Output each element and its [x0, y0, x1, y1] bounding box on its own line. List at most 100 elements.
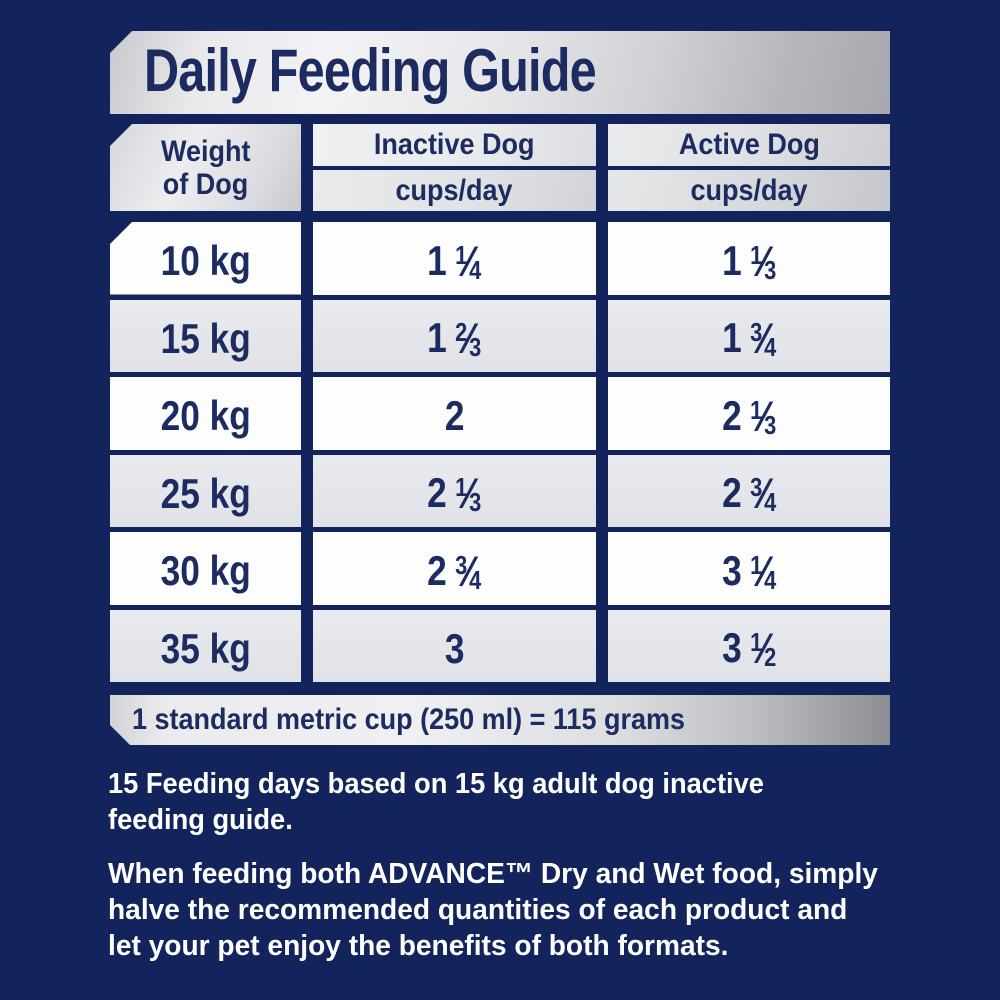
- fraction-numerator: 1: [749, 549, 763, 580]
- table-body: 10 kg 1 1⁄4 1 1⁄3 15 kg 1 2⁄3 1 3⁄4 20 kg 2 2 1⁄3 25 k…: [110, 222, 890, 682]
- fraction-numerator: 3: [749, 317, 763, 348]
- fraction: 1⁄2: [749, 624, 777, 674]
- fraction: 3⁄4: [749, 469, 777, 519]
- cups-value: 2: [444, 392, 465, 440]
- cups-value: 1 1⁄3: [721, 236, 777, 286]
- fraction-denominator: 4: [469, 254, 482, 285]
- header-cell-active: Active Dog: [608, 124, 890, 166]
- fraction-denominator: 4: [763, 487, 777, 518]
- header-cell-active-unit: cups/day: [608, 170, 890, 211]
- note-feeding-days-text: 15 Feeding days based on 15 kg adult dog…: [108, 768, 764, 836]
- fraction-numerator: 1: [455, 239, 468, 270]
- inactive-cups-cell: 1 1⁄4: [313, 222, 596, 295]
- fraction: 1⁄3: [455, 469, 482, 519]
- inactive-cups-cell: 1 2⁄3: [313, 299, 596, 372]
- active-cups-cell: 2 3⁄4: [608, 454, 890, 527]
- inactive-cups-cell: 2 1⁄3: [313, 454, 596, 527]
- fraction-slash-icon: ⁄: [465, 315, 472, 364]
- header-cell-inactive: Inactive Dog: [313, 124, 596, 166]
- cups-value: 1 2⁄3: [427, 314, 482, 364]
- cups-value: 2 3⁄4: [721, 469, 777, 519]
- header-inactive-label: Inactive Dog: [374, 128, 535, 161]
- weight-cell: 20 kg: [110, 377, 301, 450]
- fraction-numerator: 1: [749, 239, 763, 270]
- weight-value: 20 kg: [160, 392, 251, 440]
- note-mixed-feeding: When feeding both ADVANCE™ Dry and Wet f…: [108, 856, 918, 964]
- fraction-denominator: 3: [469, 487, 482, 518]
- note-mixed-feeding-text: When feeding both ADVANCE™ Dry and Wet f…: [108, 858, 878, 962]
- fraction-slash-icon: ⁄: [465, 470, 472, 519]
- fraction-numerator: 1: [749, 394, 763, 425]
- fraction: 1⁄3: [749, 237, 777, 286]
- active-cups-cell: 3 1⁄4: [608, 532, 890, 605]
- table-row: 25 kg 2 1⁄3 2 3⁄4: [110, 454, 890, 527]
- inactive-cups-cell: 3: [313, 609, 596, 682]
- fraction-slash-icon: ⁄: [465, 547, 472, 596]
- table-row: 35 kg 3 3 1⁄2: [110, 609, 890, 682]
- fraction-denominator: 3: [763, 409, 777, 440]
- fraction-slash-icon: ⁄: [465, 237, 472, 286]
- cups-value: 3 1⁄2: [721, 624, 777, 674]
- fraction-denominator: 3: [763, 254, 777, 285]
- active-cups-cell: 1 1⁄3: [608, 222, 890, 295]
- table-row: 15 kg 1 2⁄3 1 3⁄4: [110, 299, 890, 372]
- fraction-slash-icon: ⁄: [760, 237, 767, 286]
- weight-value: 30 kg: [160, 547, 251, 595]
- title-bar: Daily Feeding Guide: [110, 31, 890, 114]
- weight-value: 15 kg: [160, 314, 251, 362]
- fraction-slash-icon: ⁄: [760, 315, 767, 364]
- header-cell-weight: Weight of Dog: [110, 124, 301, 211]
- weight-value: 25 kg: [160, 469, 251, 517]
- header-weight-line1: Weight: [160, 134, 251, 168]
- fraction-slash-icon: ⁄: [760, 470, 767, 519]
- table-row: 10 kg 1 1⁄4 1 1⁄3: [110, 222, 890, 295]
- cups-value: 2 1⁄3: [427, 469, 482, 519]
- table-row: 20 kg 2 2 1⁄3: [110, 377, 890, 450]
- active-cups-cell: 3 1⁄2: [608, 609, 890, 682]
- fraction: 3⁄4: [455, 547, 482, 596]
- fraction-slash-icon: ⁄: [760, 625, 767, 674]
- table-header: Weight of Dog Inactive Dog cups/day Acti…: [110, 124, 890, 211]
- fraction: 1⁄3: [749, 392, 777, 441]
- inactive-cups-cell: 2 3⁄4: [313, 532, 596, 605]
- fraction-denominator: 4: [763, 332, 777, 363]
- header-active-unit: cups/day: [690, 173, 808, 207]
- fraction-numerator: 3: [749, 472, 763, 503]
- cups-value: 3: [444, 624, 465, 672]
- table-row: 30 kg 2 3⁄4 3 1⁄4: [110, 532, 890, 605]
- page-title: Daily Feeding Guide: [144, 37, 597, 104]
- header-inactive-unit: cups/day: [395, 173, 514, 207]
- inactive-cups-cell: 2: [313, 377, 596, 450]
- fraction: 3⁄4: [749, 314, 777, 364]
- footnote-bar: 1 standard metric cup (250 ml) = 115 gra…: [110, 695, 890, 745]
- header-weight-line2: of Dog: [162, 167, 249, 201]
- fraction-numerator: 1: [749, 627, 763, 658]
- weight-cell: 15 kg: [110, 299, 301, 372]
- fraction-denominator: 2: [763, 642, 777, 673]
- weight-cell: 35 kg: [110, 609, 301, 682]
- header-cell-inactive-unit: cups/day: [313, 170, 596, 211]
- weight-value: 35 kg: [160, 624, 251, 672]
- fraction-slash-icon: ⁄: [760, 547, 767, 596]
- cups-value: 2 3⁄4: [427, 546, 482, 596]
- active-cups-cell: 2 1⁄3: [608, 377, 890, 450]
- fraction-denominator: 4: [469, 564, 482, 595]
- fraction-slash-icon: ⁄: [760, 392, 767, 441]
- footnote-text: 1 standard metric cup (250 ml) = 115 gra…: [132, 703, 686, 736]
- fraction-numerator: 1: [455, 472, 468, 503]
- cups-value: 1 1⁄4: [427, 236, 482, 286]
- fraction-denominator: 4: [763, 564, 777, 595]
- note-feeding-days: 15 Feeding days based on 15 kg adult dog…: [108, 766, 918, 838]
- cups-value: 2 1⁄3: [721, 391, 777, 441]
- fraction: 1⁄4: [749, 547, 777, 596]
- weight-cell: 25 kg: [110, 454, 301, 527]
- fraction-numerator: 3: [455, 549, 468, 580]
- weight-cell: 30 kg: [110, 532, 301, 605]
- weight-cell: 10 kg: [110, 222, 301, 295]
- cups-value: 3 1⁄4: [721, 546, 777, 596]
- fraction-numerator: 2: [455, 317, 468, 348]
- active-cups-cell: 1 3⁄4: [608, 299, 890, 372]
- fraction-denominator: 3: [469, 332, 482, 363]
- header-active-label: Active Dog: [678, 128, 820, 161]
